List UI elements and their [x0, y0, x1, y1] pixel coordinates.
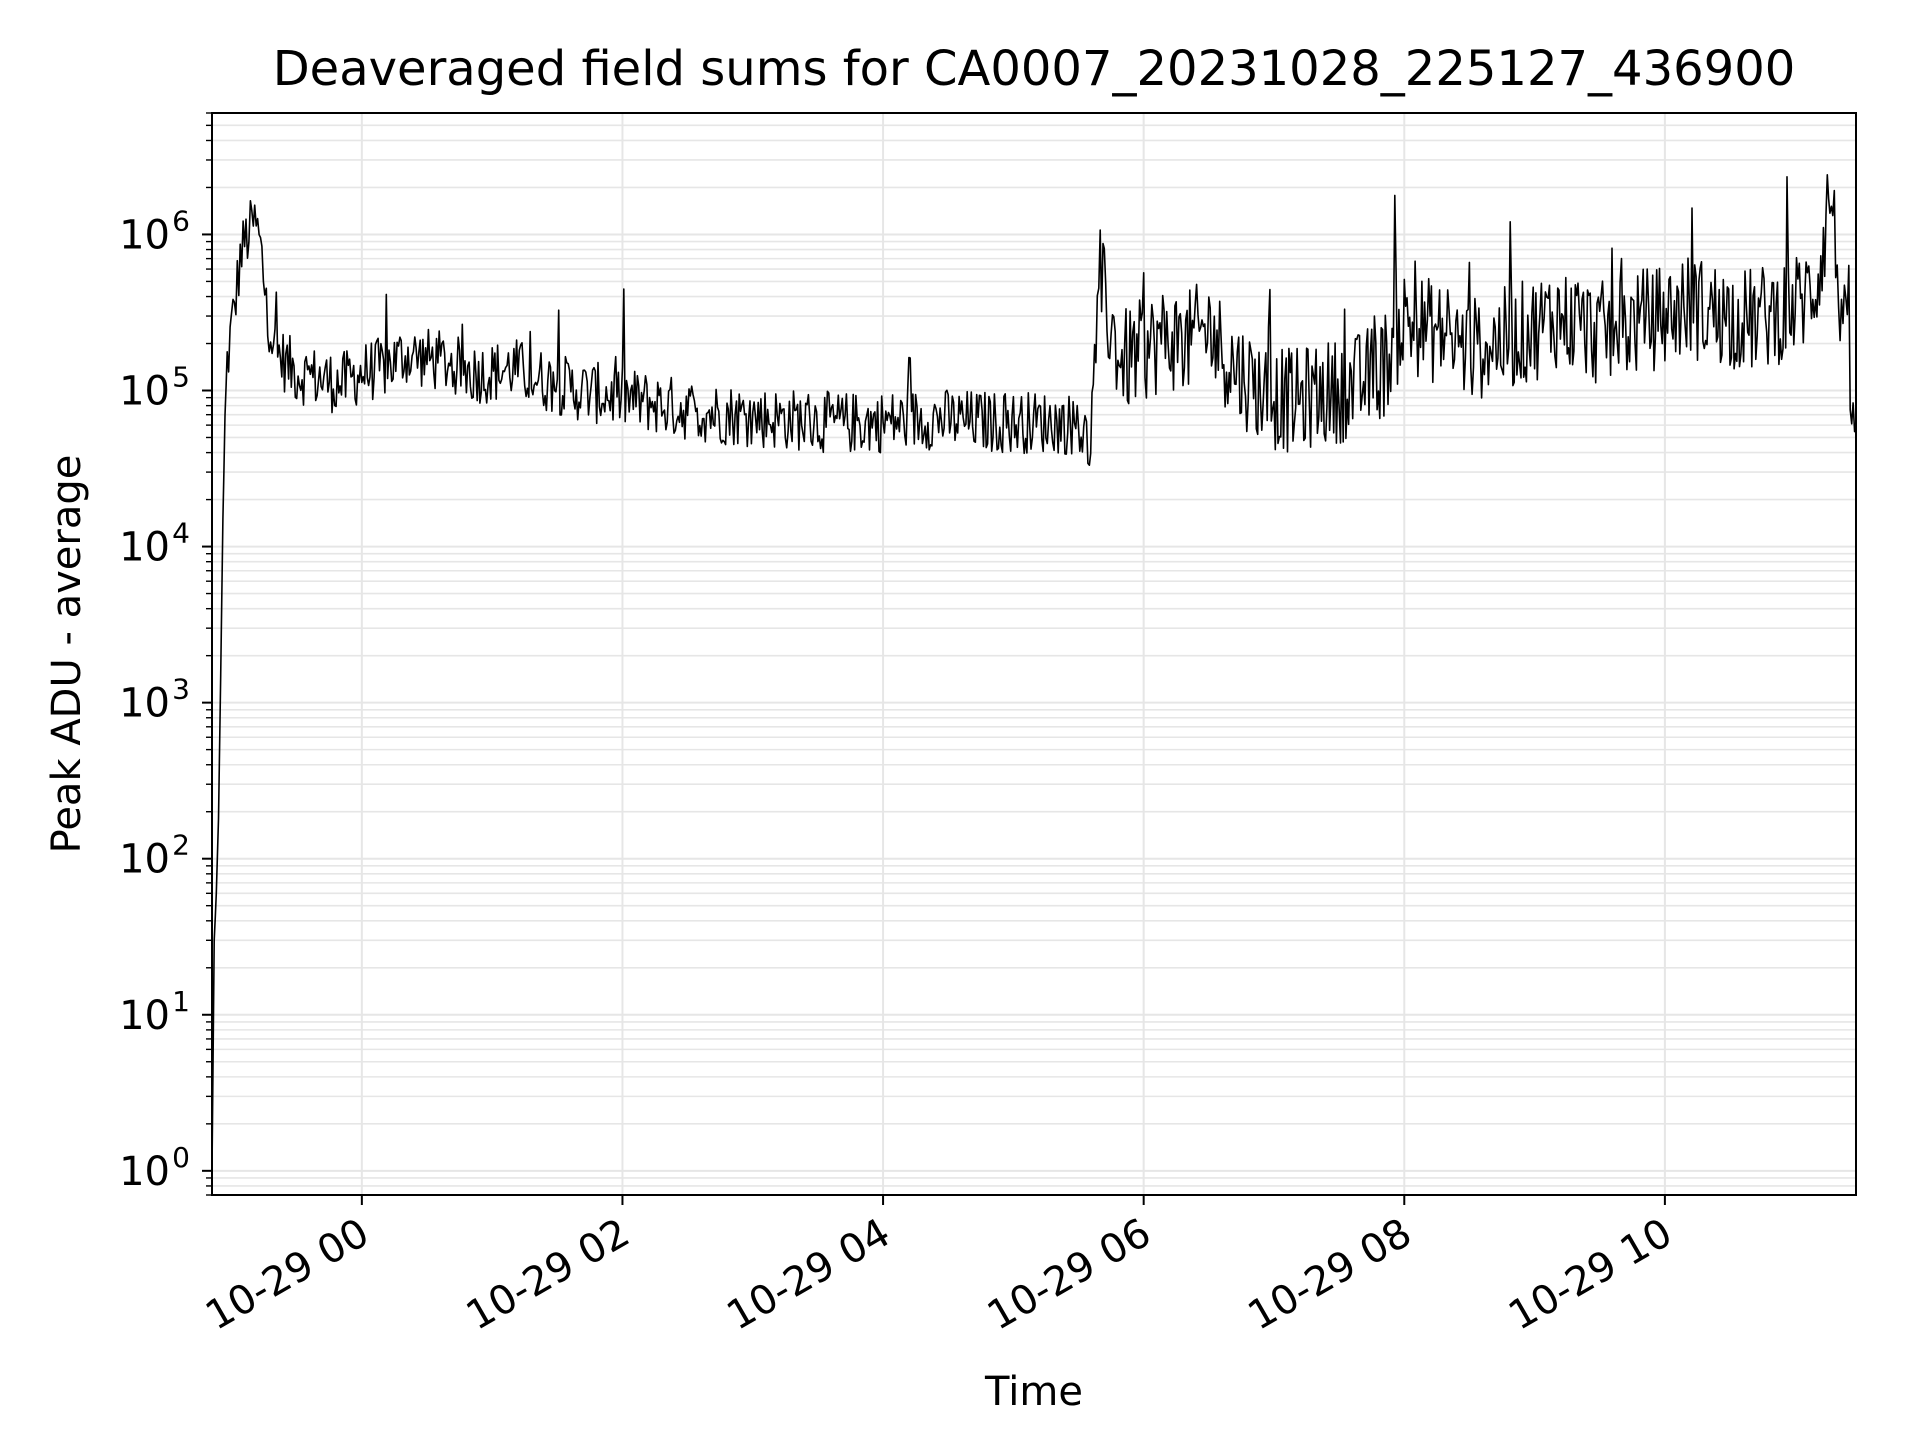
y-tick-label: 10: [119, 681, 170, 727]
y-tick-exponent: 4: [172, 517, 190, 550]
grid: [212, 112, 1856, 1196]
y-tick-exponent: 2: [172, 829, 190, 862]
y-tick-exponent: 1: [172, 985, 190, 1018]
series-layer: [211, 174, 1857, 1171]
y-tick-exponent: 6: [172, 204, 190, 237]
plot-frame: [211, 112, 1857, 1196]
y-tick-label: 10: [119, 993, 170, 1039]
x-axis-label: Time: [984, 1369, 1083, 1415]
y-tick-label: 10: [119, 369, 170, 415]
y-tick-label: 10: [119, 837, 170, 883]
y-axis-label: Peak ADU - average: [44, 455, 90, 854]
y-tick-exponent: 0: [172, 1141, 190, 1174]
y-tick-exponent: 5: [172, 361, 190, 394]
series-line: [211, 174, 1857, 1171]
y-tick-label: 10: [119, 1149, 170, 1195]
y-tick-exponent: 3: [172, 673, 190, 706]
chart-title: Deaveraged field sums for CA0007_2023102…: [273, 41, 1796, 97]
y-tick-label: 10: [119, 212, 170, 258]
y-tick-label: 10: [119, 525, 170, 571]
